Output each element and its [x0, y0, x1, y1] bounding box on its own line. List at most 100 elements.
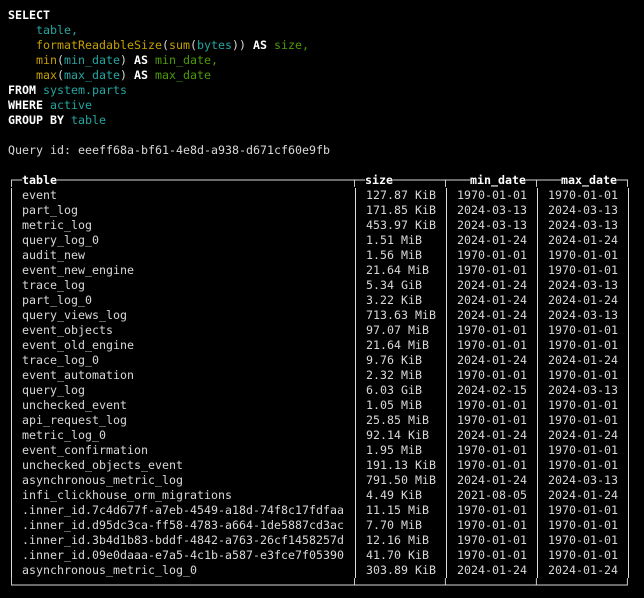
sql-token: ( [57, 53, 64, 67]
cell-min-date: 1970-01-01 [446, 458, 537, 473]
cell-table: part_log [22, 203, 78, 217]
cell-max-date: 2024-01-24 [537, 563, 629, 578]
table-row: part_log_0 3.22 KiB 2024-01-24 2024-01-24 [11, 293, 644, 308]
cell-size: 3.22 KiB [355, 293, 446, 308]
table-border: └───────────────────────────────────────… [8, 578, 631, 592]
cell-size: 21.64 MiB [355, 338, 446, 353]
cell-size: 1.56 MiB [355, 248, 446, 263]
sql-token [8, 53, 36, 67]
sql-token: ) [120, 53, 134, 67]
table-border: ─┐ [616, 173, 631, 187]
cell-size: 5.34 GiB [355, 278, 446, 293]
column-header: size [364, 173, 393, 187]
cell-min-date: 2024-02-15 [446, 383, 537, 398]
cell-max-date: 2024-01-24 [537, 233, 629, 248]
cell-size: 7.70 MiB [355, 518, 446, 533]
sql-token: size, [273, 38, 309, 52]
cell-min-date: 1970-01-01 [446, 413, 537, 428]
sql-line: FROM system.parts [8, 83, 644, 98]
sql-token: table [71, 113, 106, 127]
sql-token: table, [36, 23, 78, 37]
cell-min-date: 1970-01-01 [446, 338, 537, 353]
cell-min-date: 1970-01-01 [446, 398, 537, 413]
sql-line: table, [8, 23, 644, 38]
cell-max-date: 1970-01-01 [537, 503, 629, 518]
sql-token: max_date [64, 68, 120, 82]
table-row: event_new_engine 21.64 MiB 1970-01-01 1970-… [11, 263, 644, 278]
cell-size: 11.15 MiB [355, 503, 446, 518]
sql-line: formatReadableSize(sum(bytes)) AS size, [8, 38, 644, 53]
sql-token: min_date, [155, 53, 218, 67]
sql-token: max [36, 68, 57, 82]
cell-min-date: 2024-01-24 [446, 563, 537, 578]
sql-token: WHERE [8, 98, 43, 112]
table-row: audit_new 1.56 MiB 1970-01-01 1970-01-01 [11, 248, 644, 263]
sql-token [8, 38, 36, 52]
cell-size: 191.13 KiB [355, 458, 446, 473]
cell-max-date: 2024-01-24 [537, 488, 629, 503]
cell-max-date: 1970-01-01 [537, 443, 629, 458]
cell-min-date: 1970-01-01 [446, 533, 537, 548]
table-border: ───────┬─── [392, 173, 470, 187]
sql-token: AS [134, 68, 148, 82]
cell-max-date: 1970-01-01 [537, 338, 629, 353]
cell-size: 9.76 KiB [355, 353, 446, 368]
table-border: ┌─ [8, 173, 22, 187]
cell-max-date: 1970-01-01 [537, 518, 629, 533]
cell-size: 6.03 GiB [355, 383, 446, 398]
sql-token: min_date [64, 53, 120, 67]
cell-min-date: 1970-01-01 [446, 323, 537, 338]
table-border: ─┬─── [525, 173, 561, 187]
table-row: asynchronous_metric_log 791.50 MiB 2024-01… [11, 473, 644, 488]
sql-line: SELECT [8, 8, 644, 23]
cell-min-date: 1970-01-01 [446, 248, 537, 263]
sql-token: min [36, 53, 57, 67]
cell-size: 1.95 MiB [355, 443, 446, 458]
cell-max-date: 1970-01-01 [537, 368, 629, 383]
sql-token: ( [161, 38, 169, 52]
cell-min-date: 2024-01-24 [446, 308, 537, 323]
sql-token [267, 38, 274, 52]
cell-min-date: 1970-01-01 [446, 548, 537, 563]
cell-size: 1.05 MiB [355, 398, 446, 413]
cell-size: 453.97 KiB [355, 218, 446, 233]
sql-token [36, 83, 43, 97]
sql-token: sum [168, 38, 190, 52]
table-row: query_log 6.03 GiB 2024-02-15 2024-03-13 [11, 383, 644, 398]
cell-table: audit_new [22, 248, 85, 262]
table-row: .inner_id.7c4d677f-a7eb-4549-a18d-74f8c1… [11, 503, 644, 518]
sql-line: max(max_date) AS max_date [8, 68, 644, 83]
table-row: unchecked_event 1.05 MiB 1970-01-01 1970-01… [11, 398, 644, 413]
cell-size: 303.89 KiB [355, 563, 446, 578]
sql-token [8, 23, 36, 37]
sql-token [148, 68, 155, 82]
column-header: min_date [469, 173, 526, 187]
table-row: infi_clickhouse_orm_migrations 4.49 KiB 20… [11, 488, 644, 503]
cell-size: 97.07 MiB [355, 323, 446, 338]
cell-min-date: 1970-01-01 [446, 368, 537, 383]
table-row: event_objects 97.07 MiB 1970-01-01 1970-01-… [11, 323, 644, 338]
cell-min-date: 2024-01-24 [446, 428, 537, 443]
table-row: .inner_id.d95dc3ca-ff58-4783-a664-1de588… [11, 518, 644, 533]
table-header-row: ┌─table─────────────────────────────────… [8, 173, 644, 188]
cell-size: 2.32 MiB [355, 368, 446, 383]
cell-table: asynchronous_metric_log [22, 473, 183, 487]
cell-table: part_log_0 [22, 293, 92, 307]
cell-size: 92.14 KiB [355, 428, 446, 443]
cell-min-date: 2024-01-24 [446, 473, 537, 488]
sql-line: min(min_date) AS min_date, [8, 53, 644, 68]
cell-size: 25.85 MiB [355, 413, 446, 428]
cell-max-date: 1970-01-01 [537, 548, 629, 563]
sql-token: )) [231, 38, 253, 52]
cell-size: 41.70 KiB [355, 548, 446, 563]
sql-token: SELECT [8, 8, 50, 22]
table-row: metric_log_0 92.14 KiB 2024-01-24 2024-01-2… [11, 428, 644, 443]
cell-table: event_new_engine [22, 263, 134, 277]
cell-max-date: 2024-03-13 [537, 308, 629, 323]
sql-token: active [50, 98, 92, 112]
column-header: table [22, 173, 57, 187]
cell-max-date: 2024-03-13 [537, 278, 629, 293]
table-border: ────────────────────────────────────────… [57, 173, 365, 187]
sql-token [64, 113, 71, 127]
